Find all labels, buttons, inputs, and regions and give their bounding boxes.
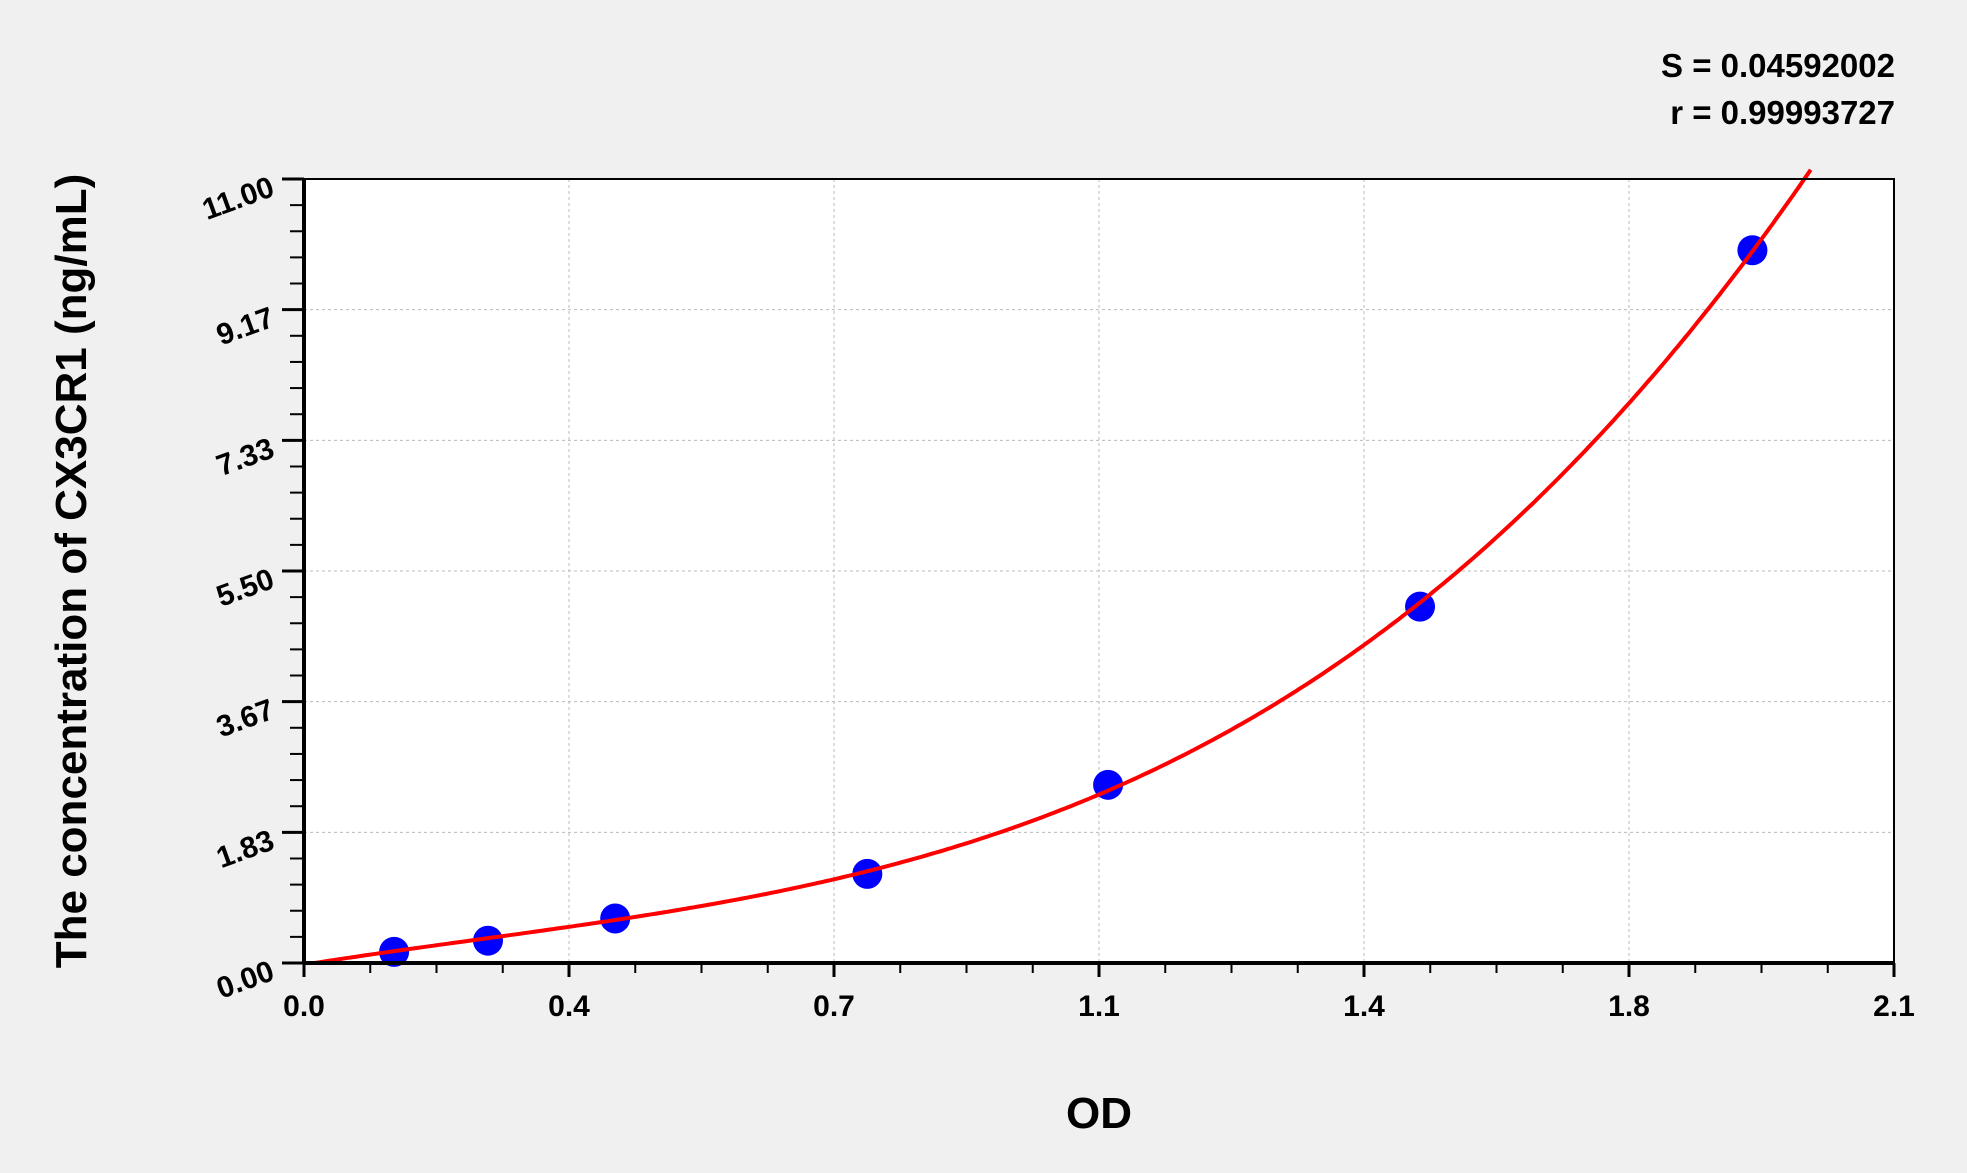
stat-r: r = 0.99993727 <box>1670 94 1895 131</box>
y-tick-label: 5.50 <box>212 563 278 614</box>
fit-curve <box>304 168 1813 965</box>
y-axis-title: The concentration of CX3CR1 (ng/mL) <box>47 174 96 968</box>
y-tick-label: 1.83 <box>212 824 278 875</box>
x-tick-label: 0.4 <box>548 990 590 1023</box>
data-point <box>1405 591 1436 622</box>
x-tick-label: 2.1 <box>1873 990 1915 1023</box>
data-point <box>472 925 503 956</box>
x-axis-title: OD <box>1066 1089 1132 1138</box>
x-tick-label: 1.8 <box>1608 990 1650 1023</box>
fit-curve-group <box>304 168 1813 965</box>
x-tick-label: 1.1 <box>1078 990 1120 1023</box>
data-point <box>852 858 883 889</box>
y-tick-label: 0.00 <box>212 955 278 1006</box>
x-tick-label: 0.7 <box>813 990 855 1023</box>
y-tick-label: 3.67 <box>212 693 278 744</box>
grid-lines <box>304 179 1894 963</box>
y-tick-label: 11.00 <box>198 171 278 227</box>
y-tick-label: 7.33 <box>212 432 278 483</box>
y-tick-label: 9.17 <box>212 301 278 352</box>
stat-s: S = 0.04592002 <box>1661 47 1895 84</box>
x-tick-label: 1.4 <box>1343 990 1385 1023</box>
x-tick-label: 0.0 <box>283 990 325 1023</box>
